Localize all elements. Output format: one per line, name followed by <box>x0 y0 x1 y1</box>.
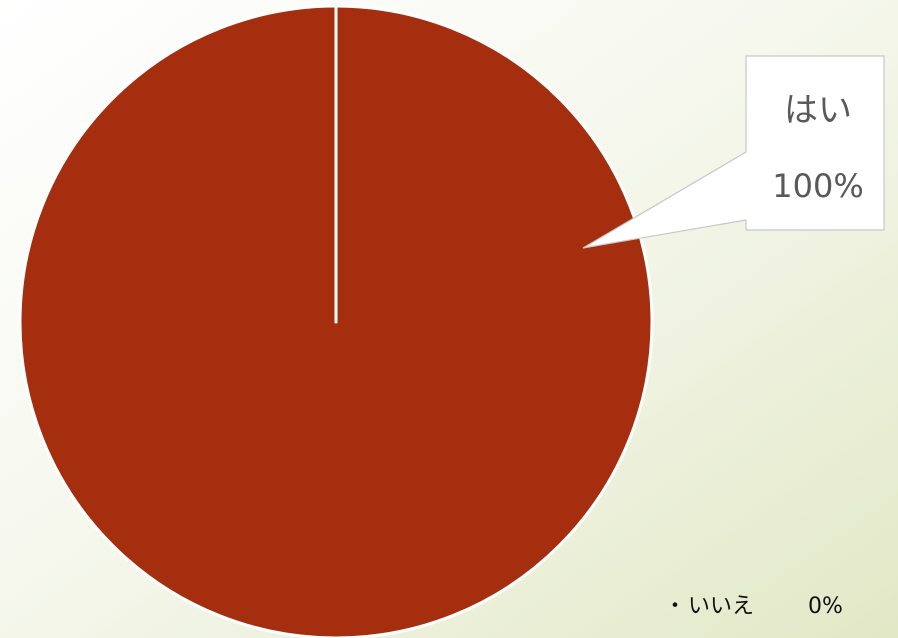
pie <box>18 4 654 638</box>
bullet: ・ <box>664 594 686 619</box>
value-label: 0% <box>808 594 843 619</box>
callout: はい 100% <box>582 55 885 249</box>
category-label: いいえ <box>688 594 754 619</box>
value-label: 100% <box>772 167 863 205</box>
callout-box <box>582 55 885 249</box>
category-label: はい <box>784 91 852 131</box>
